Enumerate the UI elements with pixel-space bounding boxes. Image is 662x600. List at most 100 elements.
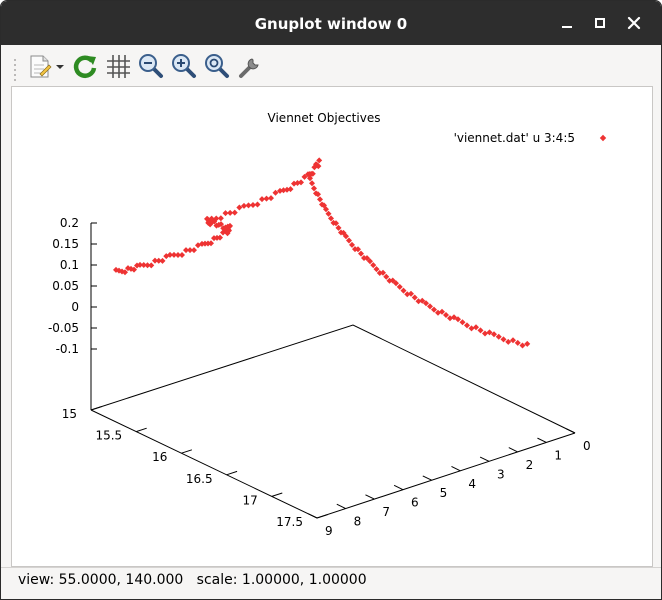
- replot-icon: [73, 55, 97, 78]
- maximize-icon: [595, 18, 605, 28]
- zoom-in-button[interactable]: [169, 51, 199, 81]
- status-text: view: 55.0000, 140.000 scale: 1.00000, 1…: [18, 572, 367, 588]
- x-tick-label: 2: [526, 458, 534, 472]
- data-point: [361, 254, 367, 261]
- toggle-grid-button[interactable]: [103, 51, 133, 81]
- y-tick-mark: [181, 449, 193, 454]
- y-tick-label: 15.5: [95, 429, 122, 443]
- data-point: [415, 298, 422, 305]
- x-tick-label: 1: [554, 448, 562, 462]
- toolbar-grip-icon[interactable]: [13, 57, 17, 81]
- data-point: [335, 224, 342, 231]
- y-tick-mark: [271, 492, 283, 497]
- data-point: [519, 342, 526, 349]
- data-point: [307, 175, 313, 182]
- data-point: [431, 306, 437, 313]
- copy-to-clipboard-button[interactable]: [25, 51, 55, 81]
- legend-marker: [599, 134, 607, 142]
- data-point: [370, 262, 377, 269]
- x-tick-mark: [508, 447, 518, 453]
- data-point: [213, 215, 220, 222]
- zoom-out-button[interactable]: [136, 51, 166, 81]
- x-tick-label: 9: [325, 524, 333, 538]
- data-point: [423, 300, 429, 307]
- zoom-out-icon: [139, 54, 163, 78]
- data-point: [287, 186, 294, 193]
- data-point: [227, 209, 234, 216]
- data-point: [486, 329, 493, 336]
- data-point: [367, 258, 373, 265]
- data-point: [159, 257, 166, 264]
- data-point: [204, 215, 210, 222]
- data-point: [309, 170, 316, 177]
- data-point: [155, 257, 162, 264]
- data-point: [491, 331, 497, 338]
- data-point: [355, 246, 361, 253]
- data-point: [400, 287, 407, 294]
- data-point: [208, 215, 215, 222]
- data-point: [301, 173, 308, 180]
- data-point: [473, 324, 479, 331]
- data-point: [459, 319, 466, 326]
- data-point: [250, 201, 256, 208]
- replot-button[interactable]: [70, 51, 100, 81]
- x-tick-mark: [336, 503, 346, 510]
- data-point: [376, 270, 383, 277]
- y-tick-mark: [136, 427, 147, 433]
- data-points: [113, 157, 531, 349]
- x-tick-mark: [365, 494, 375, 500]
- y-tick-mark: [316, 514, 328, 519]
- data-point: [455, 316, 461, 323]
- zoom-reset-icon: [205, 54, 229, 78]
- plot-area[interactable]: Viennet Objectives 'viennet.dat' u 3:4:5…: [11, 86, 653, 567]
- maximize-button[interactable]: [588, 11, 612, 35]
- data-point: [148, 262, 155, 269]
- data-point: [364, 255, 370, 262]
- data-point: [383, 273, 390, 280]
- data-point: [435, 309, 441, 316]
- data-point: [217, 234, 223, 241]
- data-point: [137, 261, 143, 268]
- x-tick-mark: [393, 484, 404, 491]
- legend-label: 'viennet.dat' u 3:4:5: [454, 131, 575, 145]
- data-point: [171, 251, 177, 258]
- axes: [90, 324, 576, 519]
- zoom-in-icon: [172, 54, 196, 78]
- settings-button[interactable]: [235, 51, 265, 81]
- grid-icon: [107, 55, 130, 78]
- zoom-reset-button[interactable]: [202, 51, 232, 81]
- data-point: [259, 196, 265, 203]
- x-tick-label: 4: [468, 477, 476, 491]
- window-title: Gnuplot window 0: [254, 15, 408, 33]
- y-axis: 15 15.5 16 16.5 17 17.5: [62, 406, 328, 529]
- data-point: [468, 325, 475, 332]
- base-back-edges: [90, 324, 576, 434]
- data-point: [316, 157, 323, 164]
- data-point: [396, 283, 403, 290]
- data-point: [419, 297, 426, 304]
- copy-options-dropdown[interactable]: [53, 51, 67, 81]
- data-point: [333, 220, 339, 227]
- data-point: [217, 215, 224, 222]
- minimize-button[interactable]: [555, 11, 579, 35]
- data-point: [389, 277, 396, 284]
- data-point: [349, 241, 355, 248]
- title-bar[interactable]: Gnuplot window 0: [1, 1, 661, 45]
- close-button[interactable]: [622, 11, 646, 35]
- data-point: [408, 290, 414, 297]
- y-tick-label: 16: [152, 450, 167, 464]
- x-axis: 0 1 2 3 4 5 6 7 8 9: [307, 428, 591, 538]
- data-point: [254, 201, 261, 208]
- data-point: [140, 262, 147, 269]
- x-tick-mark: [479, 456, 490, 462]
- x-tick-label: 5: [440, 486, 448, 500]
- data-point: [309, 180, 315, 187]
- data-point: [510, 337, 516, 344]
- y-tick-mark: [226, 470, 238, 476]
- z-tick-label: 0.05: [52, 279, 79, 293]
- data-point: [380, 269, 386, 276]
- data-point: [315, 191, 321, 198]
- toolbar: [1, 45, 661, 85]
- data-point: [222, 210, 229, 217]
